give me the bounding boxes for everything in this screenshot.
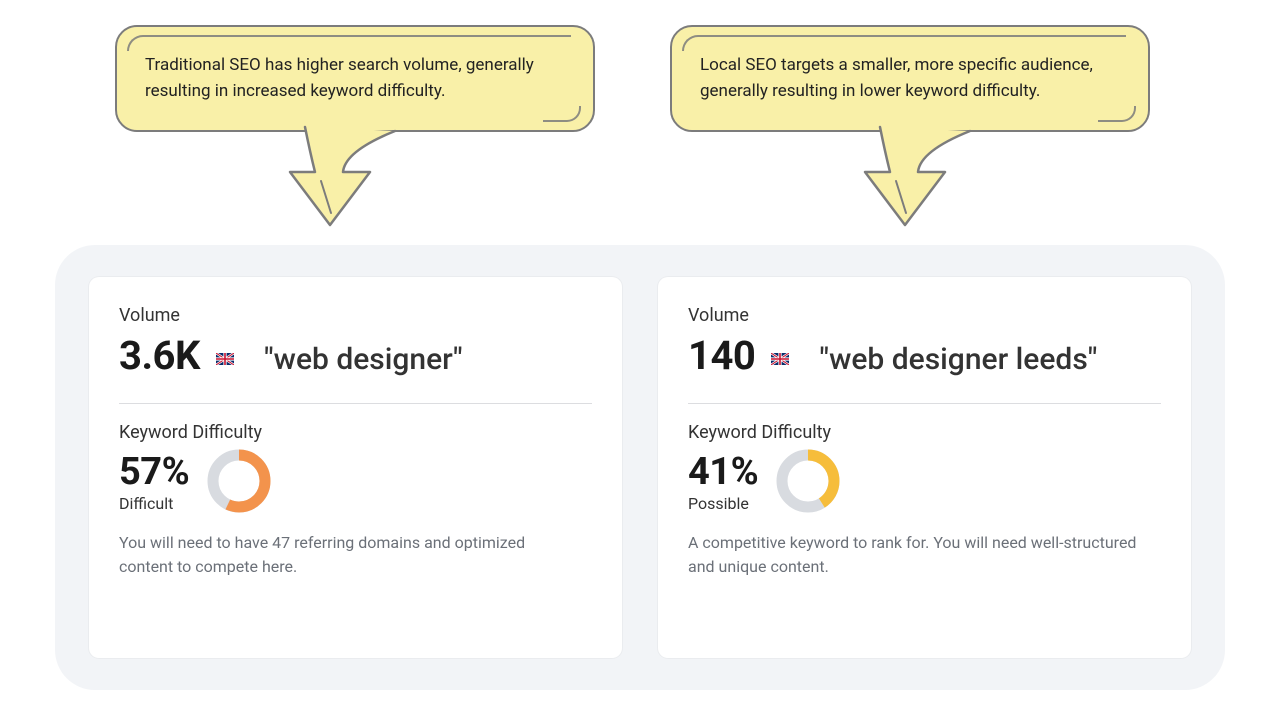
kd-label: Keyword Difficulty [688,422,1161,443]
volume-value: 140 [688,332,755,379]
callouts-row: Traditional SEO has higher search volume… [0,25,1280,235]
volume-label: Volume [119,305,592,326]
volume-label: Volume [688,305,1161,326]
kd-percent: 57% [119,450,189,494]
callout-text: Traditional SEO has higher search volume… [145,55,534,101]
kd-percent: 41% [688,450,758,494]
results-panel: Volume 3.6K "web designer" Keyword Diffi… [55,245,1225,690]
volume-row: 140 "web designer leeds" [688,332,1161,379]
kd-blurb: You will need to have 47 referring domai… [119,531,579,579]
kd-row: 41% Possible [688,449,1161,513]
uk-flag-icon [216,350,234,362]
kd-level: Possible [688,494,758,513]
volume-row: 3.6K "web designer" [119,332,592,379]
volume-value: 3.6K [119,332,200,379]
kd-text: 41% Possible [688,450,758,513]
divider [688,403,1161,404]
kd-text: 57% Difficult [119,450,189,513]
callout-bubble: Traditional SEO has higher search volume… [115,25,595,132]
divider [119,403,592,404]
uk-flag-icon [771,350,789,362]
callout-bubble: Local SEO targets a smaller, more specif… [670,25,1150,132]
keyword-text: "web designer leeds" [819,342,1097,377]
callout-local-seo: Local SEO targets a smaller, more specif… [670,25,1150,132]
kd-label: Keyword Difficulty [119,422,592,443]
kd-blurb: A competitive keyword to rank for. You w… [688,531,1148,579]
kd-level: Difficult [119,494,189,513]
callout-arrow-icon [850,117,1010,237]
seo-card-traditional: Volume 3.6K "web designer" Keyword Diffi… [89,277,622,658]
callout-text: Local SEO targets a smaller, more specif… [700,55,1093,101]
kd-row: 57% Difficult [119,449,592,513]
seo-card-local: Volume 140 "web designer leeds" Keyword … [658,277,1191,658]
kd-donut-chart [776,449,840,513]
callout-traditional-seo: Traditional SEO has higher search volume… [115,25,595,132]
kd-donut-chart [207,449,271,513]
keyword-text: "web designer" [264,342,463,377]
callout-arrow-icon [275,117,435,237]
